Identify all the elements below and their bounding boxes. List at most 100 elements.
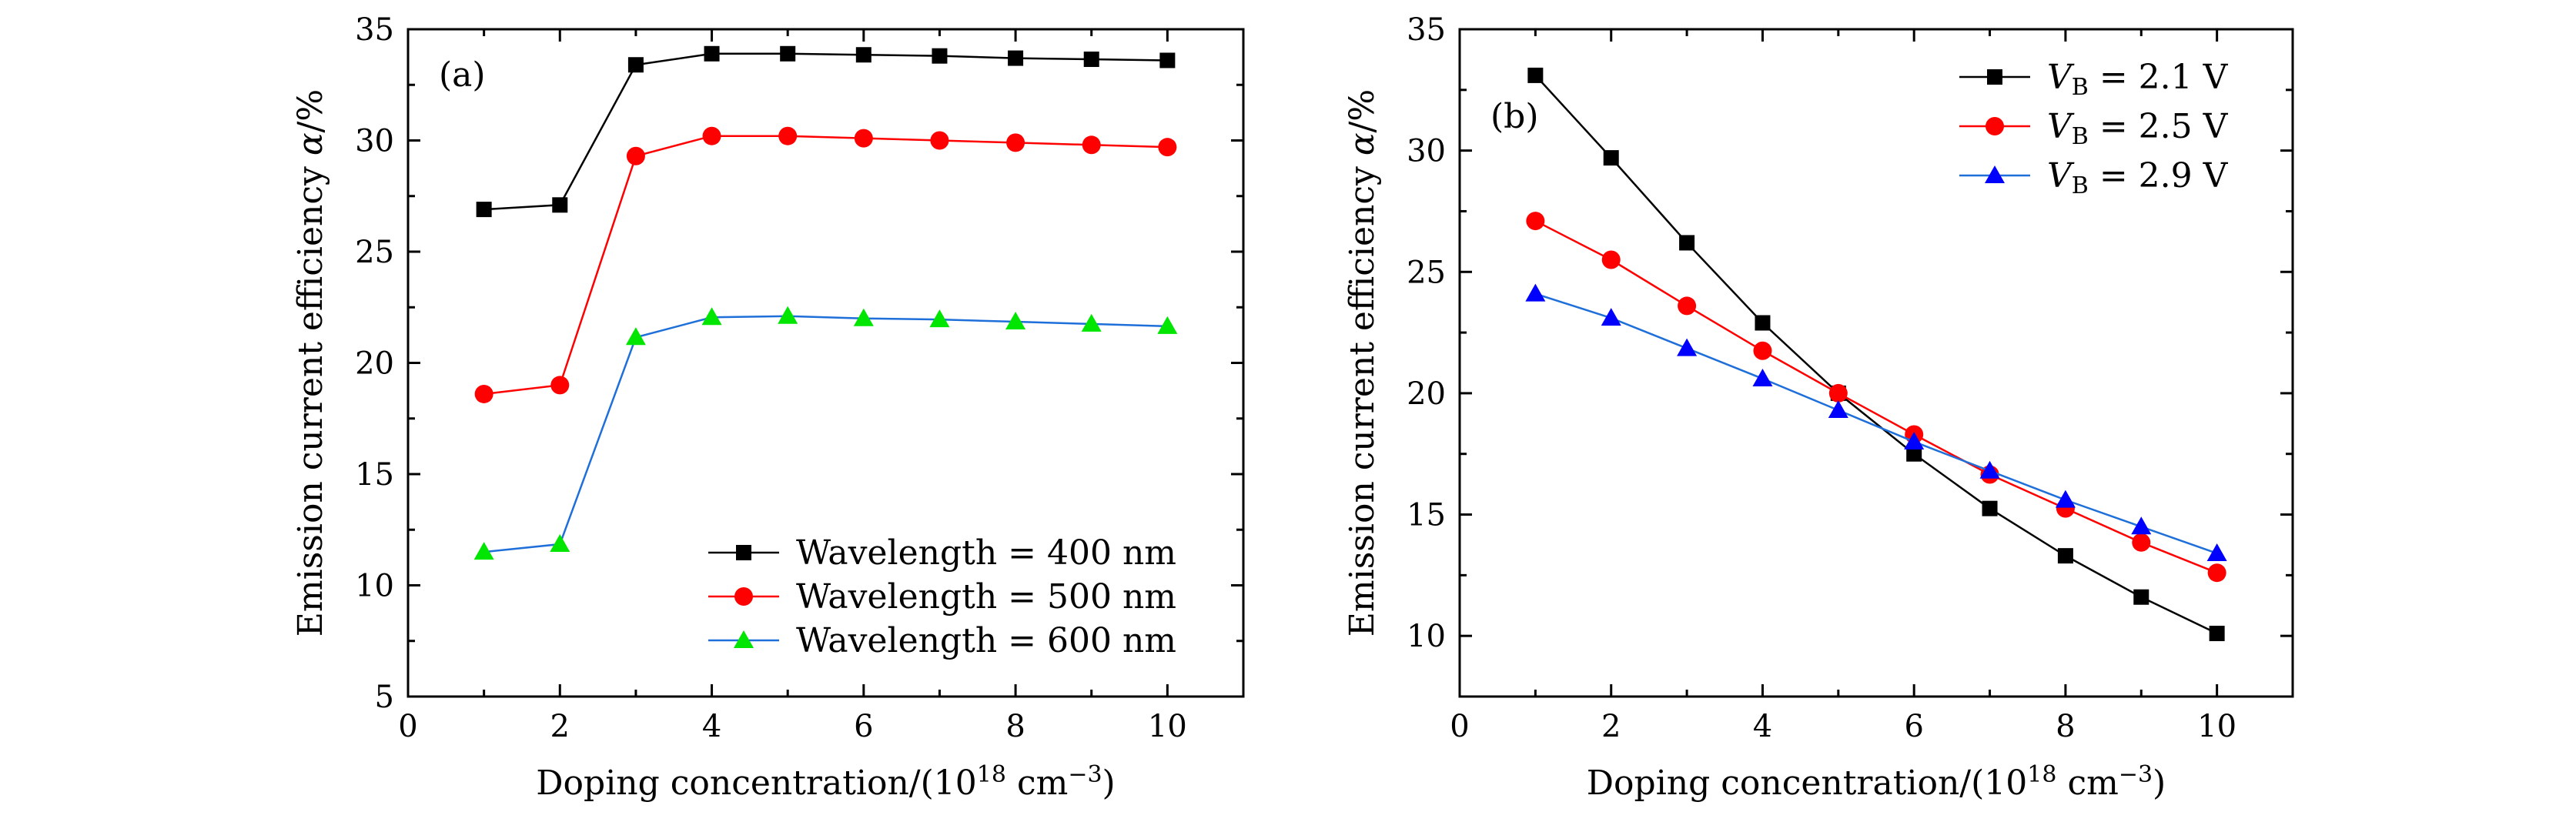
legend-marker (736, 545, 751, 560)
data-point (1157, 316, 1178, 334)
x-axis-title: Doping concentration/(1018 cm−3) (1587, 761, 2166, 803)
data-point (1979, 460, 2000, 479)
x-tick-label: 6 (854, 709, 873, 744)
legend-item: VB = 2.9 V (1959, 156, 2229, 199)
series-line (483, 135, 1168, 396)
x-axis-title: Doping concentration/(1018 cm−3) (536, 761, 1115, 803)
data-point (552, 197, 568, 213)
data-point (2209, 626, 2225, 642)
data-point (778, 126, 798, 145)
legend-item: VB = 2.5 V (1959, 107, 2229, 150)
data-point (2207, 563, 2226, 583)
data-point (1601, 308, 1621, 326)
legend: VB = 2.1 V VB = 2.5 V VB = 2.9 V (1959, 58, 2229, 199)
series-3 (473, 306, 1178, 560)
legend-label: Wavelength = 500 nm (796, 577, 1176, 616)
data-point (474, 384, 493, 403)
x-tick-label: 0 (1450, 709, 1469, 744)
legend-marker (1985, 165, 2005, 183)
plot-frame (1458, 28, 2294, 698)
data-point (930, 131, 949, 150)
y-tick-label: 35 (355, 12, 394, 48)
data-point (1753, 341, 1772, 360)
legend: Wavelength = 400 nm Wavelength = 500 nm Wa… (708, 533, 1176, 660)
y-tick-label: 20 (1407, 376, 1446, 412)
y-tick-label: 20 (355, 346, 394, 382)
series-1 (1527, 67, 2225, 642)
x-tick-label: 2 (550, 709, 570, 744)
data-point (1755, 315, 1771, 331)
y-tick-label: 15 (355, 457, 394, 493)
data-point (473, 542, 494, 560)
x-tick-label: 0 (398, 709, 417, 744)
x-tick-label: 8 (1005, 709, 1025, 744)
legend-marker (1987, 69, 2002, 85)
data-point (1008, 50, 1024, 66)
chart-panel-a: 0 2 4 6 8 10 5 10 15 20 25 30 35 Doping concentration… (291, 12, 1245, 803)
legend-item: Wavelength = 400 nm (708, 533, 1176, 573)
legend-item: Wavelength = 500 nm (708, 577, 1176, 616)
series-3 (1525, 283, 2227, 561)
data-point (1159, 52, 1176, 68)
data-point (1158, 138, 1177, 157)
chart-panel-b: 0 2 4 6 8 10 10 15 20 25 30 35 Doping concentration/… (1343, 12, 2294, 803)
data-point (2133, 589, 2149, 605)
series-2 (1526, 212, 2226, 583)
data-point (1904, 431, 1925, 449)
legend-item: VB = 2.1 V (1959, 58, 2229, 101)
data-point (702, 126, 721, 145)
panel-label: (a) (439, 55, 486, 95)
x-tick-label: 4 (702, 709, 721, 744)
x-tick-label: 6 (1904, 709, 1923, 744)
legend-marker (1986, 117, 2004, 135)
data-point (1603, 150, 1619, 166)
data-point (627, 57, 644, 73)
data-point (1906, 446, 1922, 462)
series-line (483, 52, 1168, 211)
data-point (2055, 490, 2076, 508)
legend-label: VB = 2.1 V (2047, 58, 2229, 101)
legend-marker (734, 587, 753, 606)
legend-item: Wavelength = 600 nm (708, 621, 1176, 660)
data-point (929, 309, 950, 328)
y-tick-label: 30 (1407, 134, 1446, 169)
y-tick-label: 10 (355, 569, 394, 604)
panel-label: (b) (1490, 97, 1539, 136)
data-point (550, 376, 570, 395)
y-tick-label: 25 (355, 235, 394, 270)
data-point (1006, 133, 1025, 152)
data-point (853, 308, 874, 326)
y-tick-label: 25 (1407, 255, 1446, 290)
data-point (855, 47, 871, 63)
y-tick-label: 35 (1407, 12, 1446, 48)
data-point (1677, 338, 1698, 356)
data-point (854, 129, 873, 148)
legend-label: Wavelength = 600 nm (796, 621, 1176, 660)
x-tick-label: 2 (1601, 709, 1621, 744)
data-point (1752, 368, 1773, 386)
data-point (2131, 516, 2152, 535)
series-1 (476, 45, 1176, 218)
y-tick-label: 5 (375, 680, 394, 715)
y-tick-label: 30 (355, 124, 394, 159)
series-line (483, 315, 1168, 553)
y-tick-label: 15 (1407, 498, 1446, 533)
data-point (1083, 52, 1099, 68)
legend-label: Wavelength = 400 nm (796, 533, 1176, 573)
data-point (1525, 283, 1546, 302)
data-point (1982, 500, 1998, 516)
x-tick-label: 10 (2197, 709, 2236, 744)
data-point (2057, 548, 2073, 564)
data-point (626, 146, 645, 165)
data-point (701, 307, 722, 326)
series-line (1534, 219, 2218, 574)
data-point (1678, 296, 1697, 316)
x-tick-label: 10 (1148, 709, 1187, 744)
data-point (550, 534, 570, 553)
legend-marker (734, 630, 754, 648)
y-axis-title: Emission current efficiency α/% (1343, 89, 1382, 637)
x-tick-label: 4 (1753, 709, 1772, 744)
y-tick-label: 10 (1407, 619, 1446, 654)
data-point (1828, 399, 1848, 418)
